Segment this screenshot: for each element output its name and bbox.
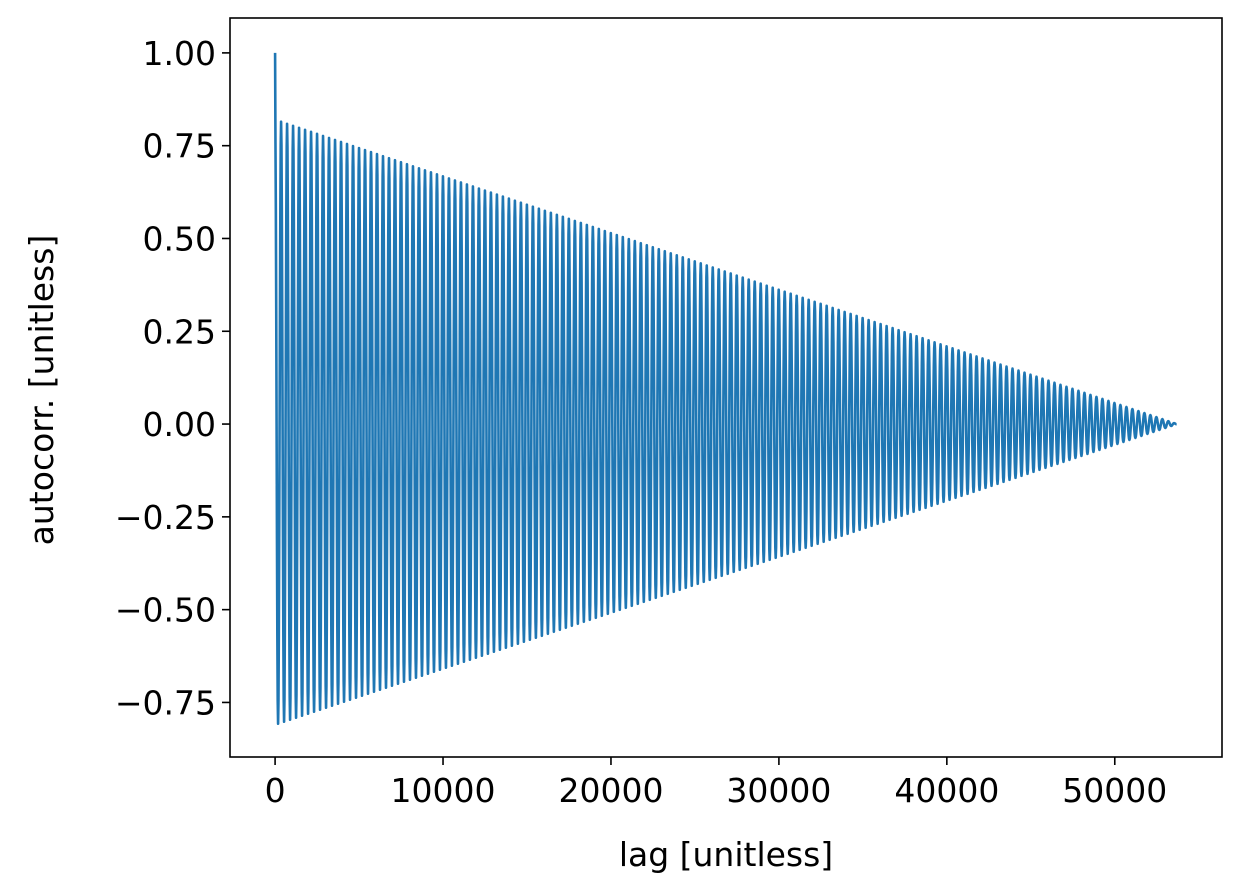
x-axis: 0 10000 20000 30000 40000 50000 [265, 757, 1167, 810]
x-tick-label: 30000 [726, 771, 831, 810]
series-line [273, 52, 1178, 726]
plot-area [273, 52, 1178, 726]
x-axis-label: lag [unitless] [619, 835, 833, 874]
y-tick-label: −0.25 [115, 498, 216, 537]
y-tick-label: 1.00 [143, 34, 216, 73]
x-tick-label: 0 [265, 771, 286, 810]
x-tick-label: 50000 [1062, 771, 1167, 810]
y-tick-label: 0.25 [143, 312, 216, 351]
y-axis: −0.75 −0.50 −0.25 0.00 0.25 0.50 0.75 1.00 [115, 34, 230, 722]
y-tick-label: 0.50 [143, 219, 216, 258]
y-tick-label: −0.75 [115, 683, 216, 722]
axes-frame [229, 17, 1223, 758]
x-tick-label: 10000 [391, 771, 496, 810]
y-tick-label: 0.75 [143, 127, 216, 166]
y-tick-label: 0.00 [143, 405, 216, 444]
y-tick-label: −0.50 [115, 591, 216, 630]
x-tick-label: 40000 [894, 771, 999, 810]
y-axis-label: autocorr. [unitless] [22, 235, 61, 546]
x-tick-label: 20000 [558, 771, 663, 810]
